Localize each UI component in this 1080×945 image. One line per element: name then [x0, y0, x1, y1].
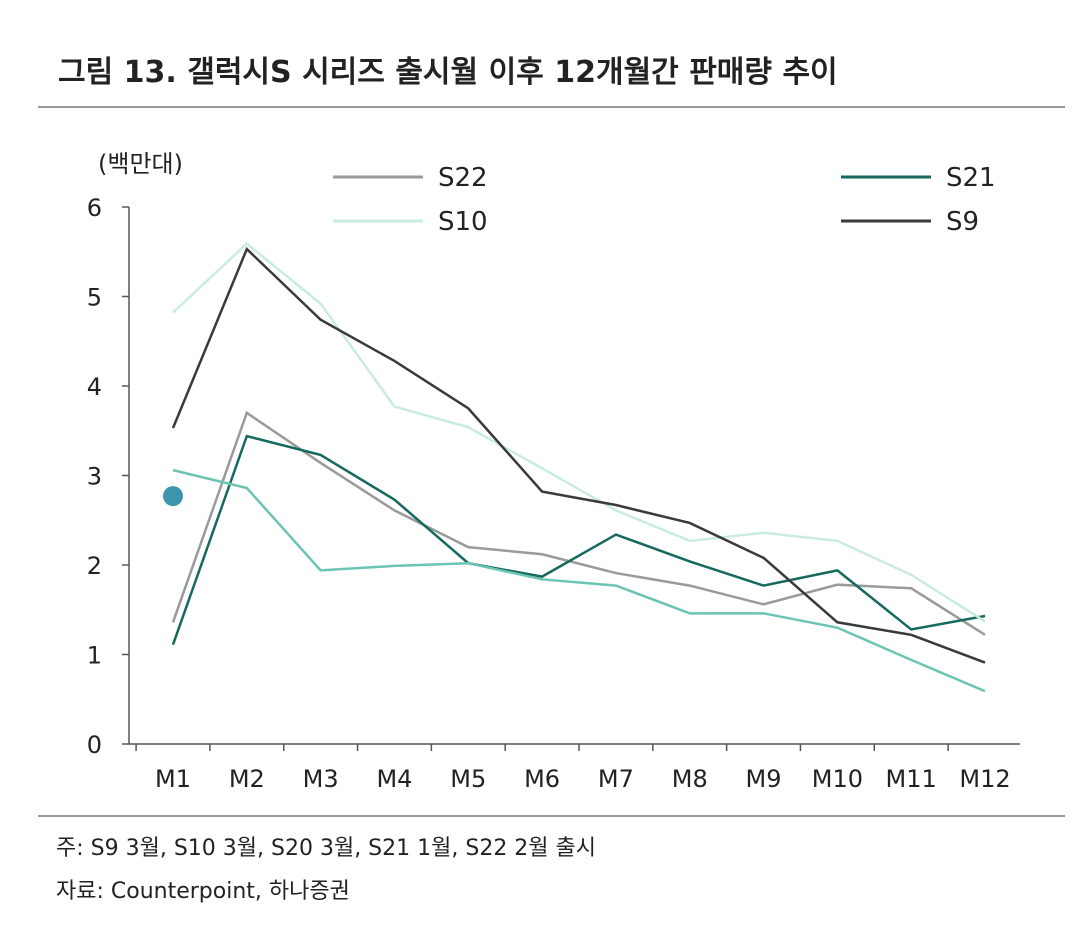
series-line: [171, 410, 986, 636]
x-tick-label: M10: [812, 765, 863, 793]
x-tick-label: M7: [598, 765, 634, 793]
legend-label: S9: [946, 207, 979, 237]
x-tick-label: M1: [155, 765, 191, 793]
y-axis-label: (백만대): [98, 150, 183, 178]
x-tick-label: M4: [376, 765, 412, 793]
y-tick-label: 1: [87, 642, 102, 670]
y-tick-label: 0: [87, 731, 102, 759]
x-tick-label: M12: [959, 765, 1010, 793]
note: 주: S9 3월, S10 3월, S20 3월, S21 1월, S22 2월…: [56, 836, 596, 861]
series-marker: [163, 486, 183, 507]
y-tick-label: 2: [87, 552, 102, 580]
x-tick-label: M9: [746, 765, 782, 793]
x-tick-label: M3: [303, 765, 339, 793]
y-tick-label: 5: [87, 284, 102, 312]
series-line: [172, 468, 986, 693]
x-tick-label: M5: [450, 765, 486, 793]
y-tick-label: 6: [87, 194, 102, 222]
chart-title: 그림 13. 갤럭시S 시리즈 출시월 이후 12개월간 판매량 추이: [58, 55, 838, 90]
series-line: [172, 242, 986, 623]
legend-label: S22: [438, 163, 488, 193]
y-tick-label: 4: [87, 373, 102, 401]
y-tick-label: 3: [87, 463, 102, 491]
x-tick-label: M8: [672, 765, 708, 793]
series-line: [171, 434, 986, 646]
legend-label: S10: [438, 207, 488, 237]
x-tick-label: M6: [524, 765, 560, 793]
series-line: [171, 246, 986, 664]
x-tick-label: M11: [886, 765, 937, 793]
x-tick-label: M2: [229, 765, 265, 793]
source: 자료: Counterpoint, 하나증권: [56, 879, 350, 904]
legend-label: S21: [946, 163, 996, 193]
